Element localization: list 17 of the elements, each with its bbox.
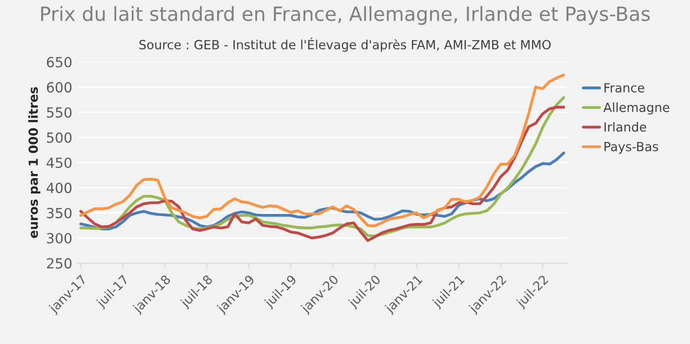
- y-tick-label: 600: [46, 82, 72, 93]
- chart-subtitle: Source : GEB - Institut de l'Élevage d'après FAM, AMI-ZMB et MMO: [139, 38, 551, 52]
- chart-title: Prix du lait standard en France, Allemagne, Irlande et Pays-Bas: [41, 6, 650, 25]
- legend-label: Irlande: [604, 122, 646, 132]
- y-tick-label: 450: [46, 158, 72, 168]
- y-tick-label: 400: [46, 182, 72, 194]
- y-tick-label: 350: [46, 208, 72, 218]
- y-tick-label: 650: [46, 56, 72, 68]
- legend-label: Allemagne: [603, 102, 670, 115]
- y-tick-label: 300: [46, 232, 72, 244]
- y-tick-label: 550: [46, 107, 72, 118]
- y-tick-label: 250: [46, 258, 72, 269]
- line-series: [79, 74, 566, 228]
- y-tick-label: 500: [46, 132, 72, 143]
- y-axis-title: euros par 1 000 litres: [28, 87, 40, 238]
- legend-label: Pays-Bas: [604, 142, 658, 154]
- legend-label: France: [604, 83, 644, 92]
